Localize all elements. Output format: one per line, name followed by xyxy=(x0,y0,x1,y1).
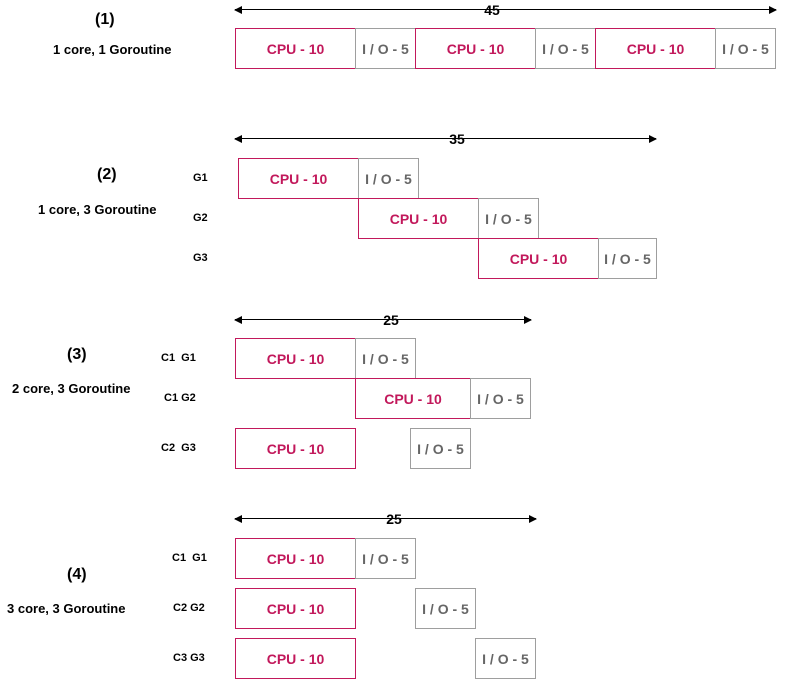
cpu-task-box: CPU - 10 xyxy=(355,378,471,419)
io-task-box: I / O - 5 xyxy=(355,338,416,379)
duration-label: 45 xyxy=(484,2,500,18)
cpu-task-box: CPU - 10 xyxy=(415,28,536,69)
scenario-1-number: (1) xyxy=(95,11,115,28)
io-task-box: I / O - 5 xyxy=(358,158,419,199)
duration-arrow xyxy=(234,135,657,143)
duration-arrow xyxy=(234,6,777,14)
row-label: C3 G3 xyxy=(173,652,205,664)
io-task-box: I / O - 5 xyxy=(355,28,416,69)
io-task-box: I / O - 5 xyxy=(535,28,596,69)
io-task-box: I / O - 5 xyxy=(478,198,539,239)
duration-arrow xyxy=(234,515,537,523)
cpu-task-box: CPU - 10 xyxy=(235,538,356,579)
row-label: C2 G3 xyxy=(161,442,196,454)
cpu-task-box: CPU - 10 xyxy=(238,158,359,199)
io-task-box: I / O - 5 xyxy=(715,28,776,69)
scenario-4-description: 3 core, 3 Goroutine xyxy=(7,601,126,616)
scenario-4-number: (4) xyxy=(67,566,87,583)
row-label: C1 G1 xyxy=(172,552,207,564)
cpu-task-box: CPU - 10 xyxy=(235,28,356,69)
io-task-box: I / O - 5 xyxy=(415,588,476,629)
row-label: C2 G2 xyxy=(173,602,205,614)
scenario-3-number: (3) xyxy=(67,346,87,363)
duration-label: 35 xyxy=(449,131,465,147)
scenario-3-description: 2 core, 3 Goroutine xyxy=(12,381,131,396)
cpu-task-box: CPU - 10 xyxy=(235,588,356,629)
cpu-task-box: CPU - 10 xyxy=(235,428,356,469)
cpu-task-box: CPU - 10 xyxy=(595,28,716,69)
duration-arrow xyxy=(234,316,532,324)
row-label: G2 xyxy=(193,212,208,224)
row-label: C1 G2 xyxy=(164,392,196,404)
cpu-task-box: CPU - 10 xyxy=(235,338,356,379)
row-label: C1 G1 xyxy=(161,352,196,364)
cpu-task-box: CPU - 10 xyxy=(235,638,356,679)
cpu-task-box: CPU - 10 xyxy=(358,198,479,239)
scenario-2-description: 1 core, 3 Goroutine xyxy=(38,202,157,217)
cpu-task-box: CPU - 10 xyxy=(478,238,599,279)
duration-label: 25 xyxy=(386,511,402,527)
scenario-1-description: 1 core, 1 Goroutine xyxy=(53,42,172,57)
scenario-2-number: (2) xyxy=(97,166,117,183)
row-label: G1 xyxy=(193,172,208,184)
io-task-box: I / O - 5 xyxy=(475,638,536,679)
duration-label: 25 xyxy=(383,312,399,328)
io-task-box: I / O - 5 xyxy=(410,428,471,469)
row-label: G3 xyxy=(193,252,208,264)
io-task-box: I / O - 5 xyxy=(470,378,531,419)
io-task-box: I / O - 5 xyxy=(598,238,657,279)
io-task-box: I / O - 5 xyxy=(355,538,416,579)
